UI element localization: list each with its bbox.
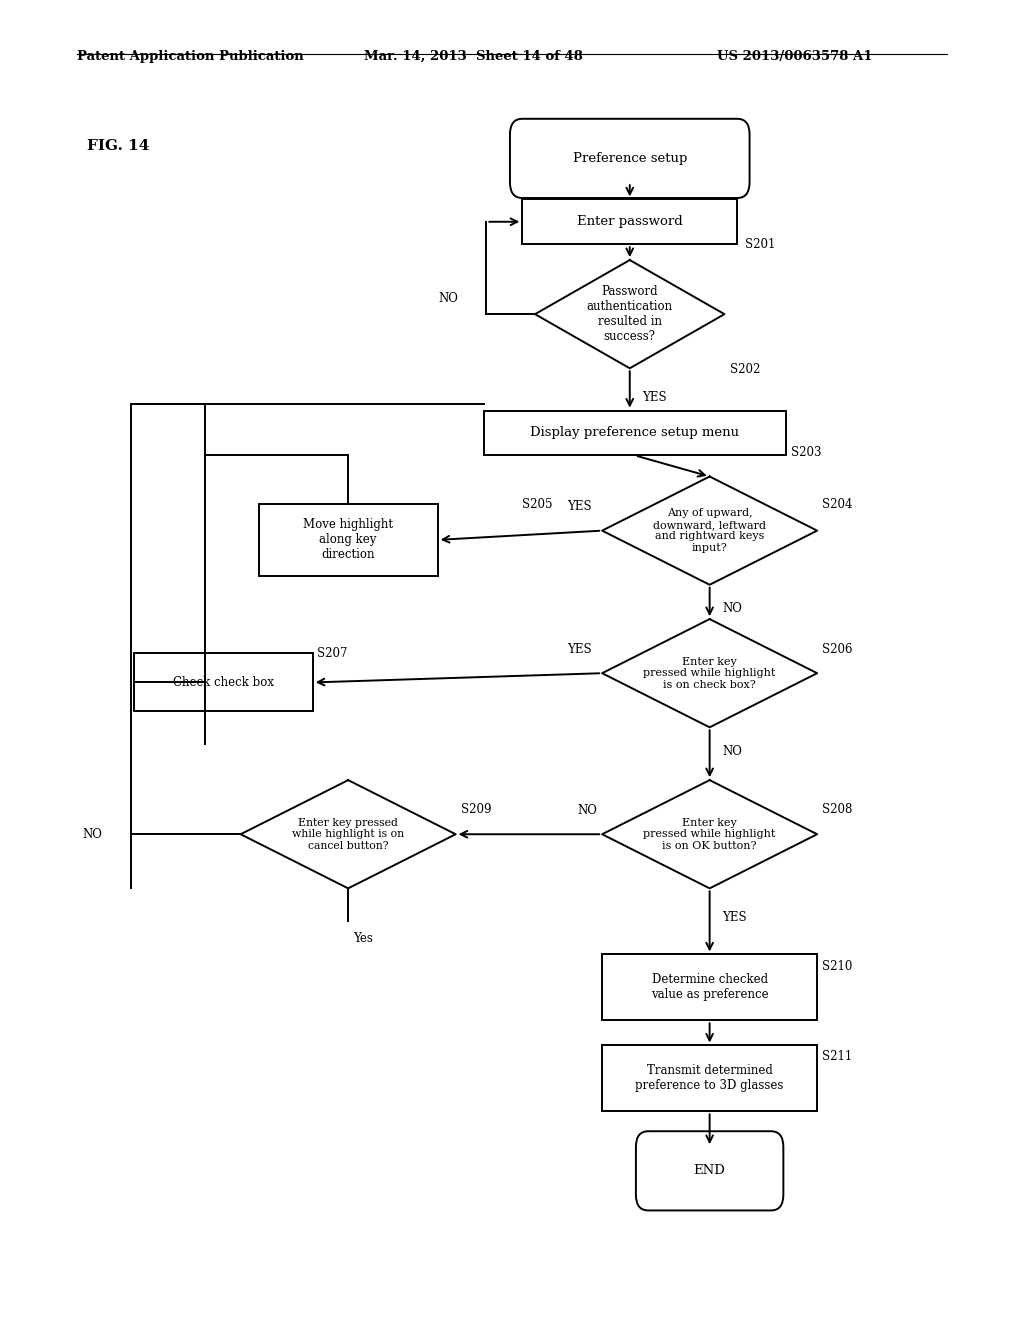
Bar [484,411,786,455]
Text: Enter key
pressed while highlight
is on OK button?: Enter key pressed while highlight is on … [643,817,776,851]
Polygon shape [535,260,725,368]
Polygon shape [602,780,817,888]
Text: US 2013/0063578 A1: US 2013/0063578 A1 [717,50,872,63]
Polygon shape [602,477,817,585]
Text: S204: S204 [822,498,853,511]
FancyBboxPatch shape [510,119,750,198]
FancyBboxPatch shape [636,1131,783,1210]
Text: S201: S201 [745,238,776,251]
Text: S210: S210 [822,960,853,973]
Bar [602,1045,817,1111]
Text: Yes: Yes [353,932,373,945]
Bar [259,503,438,576]
Text: Check check box: Check check box [173,676,273,689]
Text: NO: NO [82,828,102,841]
Polygon shape [241,780,456,888]
Text: Mar. 14, 2013  Sheet 14 of 48: Mar. 14, 2013 Sheet 14 of 48 [364,50,583,63]
Text: S205: S205 [522,498,553,511]
Text: Enter key pressed
while highlight is on
cancel button?: Enter key pressed while highlight is on … [292,817,404,851]
Text: Patent Application Publication: Patent Application Publication [77,50,303,63]
Text: NO: NO [722,602,741,615]
Text: Display preference setup menu: Display preference setup menu [530,426,739,440]
Bar [133,653,313,711]
Text: Determine checked
value as preference: Determine checked value as preference [651,973,768,1002]
Text: Any of upward,
downward, leftward
and rightward keys
input?: Any of upward, downward, leftward and ri… [653,508,766,553]
Text: S202: S202 [730,363,761,376]
Text: Enter password: Enter password [577,215,683,228]
Text: YES: YES [567,500,592,513]
Text: Transmit determined
preference to 3D glasses: Transmit determined preference to 3D gla… [636,1064,783,1093]
Text: END: END [693,1164,726,1177]
Text: S207: S207 [317,647,348,660]
Text: S211: S211 [822,1049,853,1063]
Text: S208: S208 [822,803,853,816]
Text: S209: S209 [461,803,492,816]
Text: NO: NO [438,292,459,305]
Text: YES: YES [722,911,746,924]
Text: Preference setup: Preference setup [572,152,687,165]
Text: Password
authentication
resulted in
success?: Password authentication resulted in succ… [587,285,673,343]
Bar [602,954,817,1020]
Text: YES: YES [642,391,667,404]
Text: Move highlight
along key
direction: Move highlight along key direction [303,519,393,561]
Text: S203: S203 [791,446,821,459]
Text: FIG. 14: FIG. 14 [87,139,150,153]
Text: S206: S206 [822,643,853,656]
Bar [522,199,737,244]
Text: Enter key
pressed while highlight
is on check box?: Enter key pressed while highlight is on … [643,656,776,690]
Polygon shape [602,619,817,727]
Text: NO: NO [578,804,597,817]
Text: YES: YES [567,643,592,656]
Text: NO: NO [722,744,741,758]
